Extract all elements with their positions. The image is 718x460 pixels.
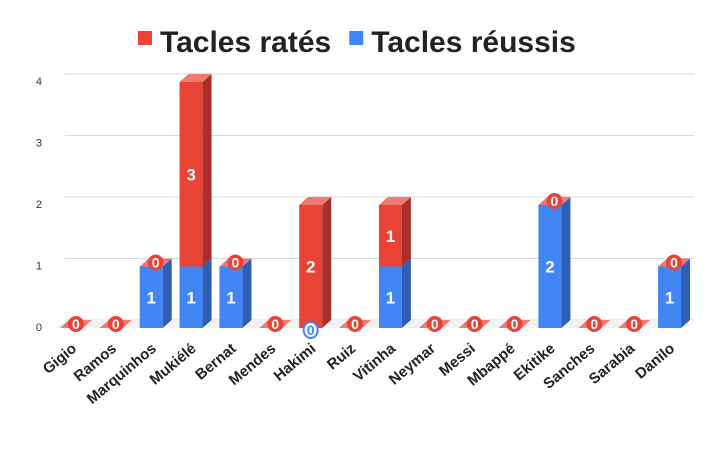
bar-group-danilo: 10 — [658, 254, 691, 328]
bar-rates-ruiz-zero-badge — [347, 316, 364, 332]
bar-reussis-mukiele — [179, 266, 203, 328]
bar-group-sanches: 0 — [578, 316, 611, 332]
bar-rates-vitinha-side — [401, 197, 411, 267]
legend-swatch-tacles-rates — [138, 31, 152, 45]
bar-reussis-vitinha — [378, 266, 402, 328]
bar-rates-mbappe-zero-badge — [506, 316, 523, 332]
bar-group-ruiz: 0 — [339, 316, 372, 332]
bar-rates-sarabia-zero-badge — [626, 316, 643, 332]
bar-rates-sarabia-zero-label: 0 — [630, 316, 638, 332]
bar-reussis-bernat-side — [242, 258, 252, 328]
bar-rates-bernat-zero-label: 0 — [232, 255, 240, 271]
bar-rates-bernat-zero-badge — [227, 254, 244, 271]
bar-rates-hakimi-top — [299, 197, 332, 205]
bar-group-gigio: 0 — [59, 316, 92, 332]
bar-reussis-hakimi-zero-label: 0 — [307, 322, 315, 338]
x-axis: GigioRamosMarquinhosMukiéléBernatMendesH… — [40, 340, 678, 408]
bar-reussis-ekitike-side — [561, 197, 571, 328]
bar-reussis-hakimi-zero-badge — [302, 321, 319, 339]
y-tick-label-4: 4 — [36, 76, 42, 88]
bar-rates-neymar-zero-badge — [426, 316, 443, 332]
bar-rates-danilo-zero-badge — [666, 254, 683, 271]
bar-rates-messi-zero-label: 0 — [471, 316, 479, 332]
y-tick-label-0: 0 — [36, 322, 42, 334]
bar-rates-hakimi-label: 2 — [306, 258, 315, 277]
legend-label-tacles-reussis: Tacles réussis — [371, 26, 576, 59]
bar-rates-gigio-zero-badge — [67, 316, 84, 332]
bar-group-neymar: 0 — [418, 316, 451, 332]
bar-rates-marquinhos-zero-badge — [147, 254, 164, 271]
bar-rates-vitinha-label: 1 — [386, 227, 395, 246]
bar-group-ramos: 0 — [99, 316, 132, 332]
bar-rates-mukiele-top — [179, 74, 212, 82]
legend-swatch-tacles-reussis — [349, 31, 364, 45]
bar-rates-mukiele-label: 3 — [186, 165, 195, 184]
legend-label-tacles-rates: Tacles ratés — [160, 26, 331, 59]
bar-reussis-danilo — [658, 266, 682, 328]
bar-rates-ramos-zero-label: 0 — [112, 316, 120, 332]
bar-rates-neymar-zero-label: 0 — [431, 316, 439, 332]
bar-group-mendes: 0 — [259, 316, 292, 332]
x-tick-label-danilo: Danilo — [632, 340, 678, 382]
y-tick-label-1: 1 — [36, 261, 42, 273]
bar-rates-mendes-zero-badge — [267, 316, 284, 332]
bar-group-mbappe: 0 — [498, 316, 531, 332]
bar-rates-ruiz-zero-label: 0 — [351, 316, 359, 332]
bar-rates-sanches-zero-label: 0 — [590, 316, 598, 332]
bar-group-ekitike: 20 — [538, 193, 571, 328]
bar-reussis-vitinha-side — [401, 258, 411, 328]
bar-reussis-marquinhos-label: 1 — [146, 288, 155, 307]
bar-reussis-marquinhos — [139, 266, 163, 328]
bar-rates-hakimi — [299, 205, 323, 328]
bar-rates-gigio-zero-label: 0 — [72, 316, 80, 332]
bar-rates-sanches-zero-badge — [586, 316, 603, 332]
bar-group-vitinha: 11 — [378, 197, 411, 328]
bar-reussis-marquinhos-side — [162, 258, 172, 328]
bar-rates-mukiele — [179, 82, 203, 267]
bar-reussis-bernat-label: 1 — [226, 288, 235, 307]
bar-reussis-vitinha-label: 1 — [386, 288, 395, 307]
y-tick-label-2: 2 — [36, 199, 42, 211]
bar-rates-ekitike-zero-badge — [546, 193, 563, 209]
x-tick-label-sarabia: Sarabia — [586, 340, 639, 388]
bar-rates-messi-zero-badge — [466, 316, 483, 332]
bar-reussis-bernat — [219, 266, 243, 328]
bar-rates-hakimi-side — [322, 197, 332, 328]
bar-rates-marquinhos-zero-label: 0 — [152, 255, 160, 271]
bar-rates-vitinha-top — [378, 197, 411, 205]
bar-rates-mendes-zero-label: 0 — [271, 316, 279, 332]
bar-reussis-danilo-side — [681, 258, 691, 328]
bar-group-mukiele: 13 — [179, 74, 212, 328]
bar-group-hakimi: 20 — [299, 197, 332, 339]
x-tick-label-hakimi: Hakimi — [271, 340, 320, 385]
bar-group-bernat: 10 — [219, 254, 252, 328]
legend: Tacles ratés Tacles réussis — [138, 26, 576, 59]
bar-reussis-mukiele-label: 1 — [186, 288, 195, 307]
bar-rates-mbappe-zero-label: 0 — [511, 316, 519, 332]
bar-reussis-mukiele-side — [202, 258, 212, 328]
bar-rates-vitinha — [378, 205, 402, 267]
chart-floor — [56, 320, 694, 328]
y-tick-label-3: 3 — [36, 138, 42, 150]
bar-rates-mukiele-side — [202, 74, 212, 267]
bar-reussis-ekitike — [538, 205, 562, 328]
bar-group-sarabia: 0 — [618, 316, 651, 332]
bar-group-messi: 0 — [458, 316, 491, 332]
bar-group-marquinhos: 10 — [139, 254, 172, 328]
bar-rates-danilo-zero-label: 0 — [670, 255, 678, 271]
bar-rates-ekitike-zero-label: 0 — [551, 193, 559, 209]
bar-reussis-ekitike-label: 2 — [545, 258, 554, 277]
y-axis: 0 1 2 3 4 — [36, 76, 42, 334]
bar-reussis-danilo-label: 1 — [665, 288, 674, 307]
bar-rates-ramos-zero-badge — [107, 316, 124, 332]
